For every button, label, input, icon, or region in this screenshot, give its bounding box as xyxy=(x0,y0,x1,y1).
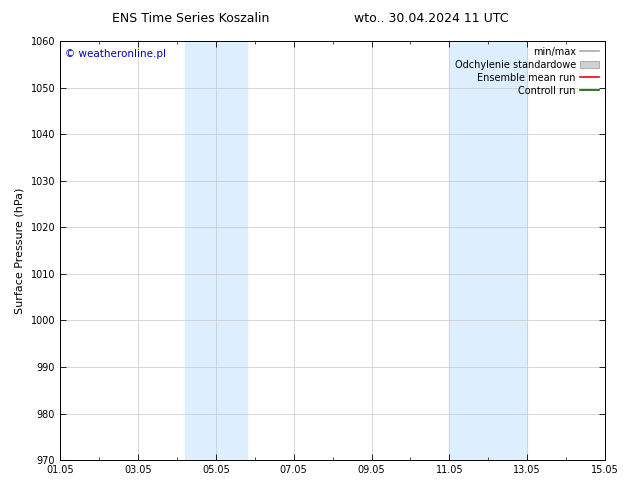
Text: wto.. 30.04.2024 11 UTC: wto.. 30.04.2024 11 UTC xyxy=(354,12,508,25)
Bar xyxy=(184,41,247,460)
Y-axis label: Surface Pressure (hPa): Surface Pressure (hPa) xyxy=(15,187,25,314)
Bar xyxy=(450,41,527,460)
Legend: min/max, Odchylenie standardowe, Ensemble mean run, Controll run: min/max, Odchylenie standardowe, Ensembl… xyxy=(451,43,603,99)
Text: © weatheronline.pl: © weatheronline.pl xyxy=(65,49,167,59)
Text: ENS Time Series Koszalin: ENS Time Series Koszalin xyxy=(112,12,269,25)
